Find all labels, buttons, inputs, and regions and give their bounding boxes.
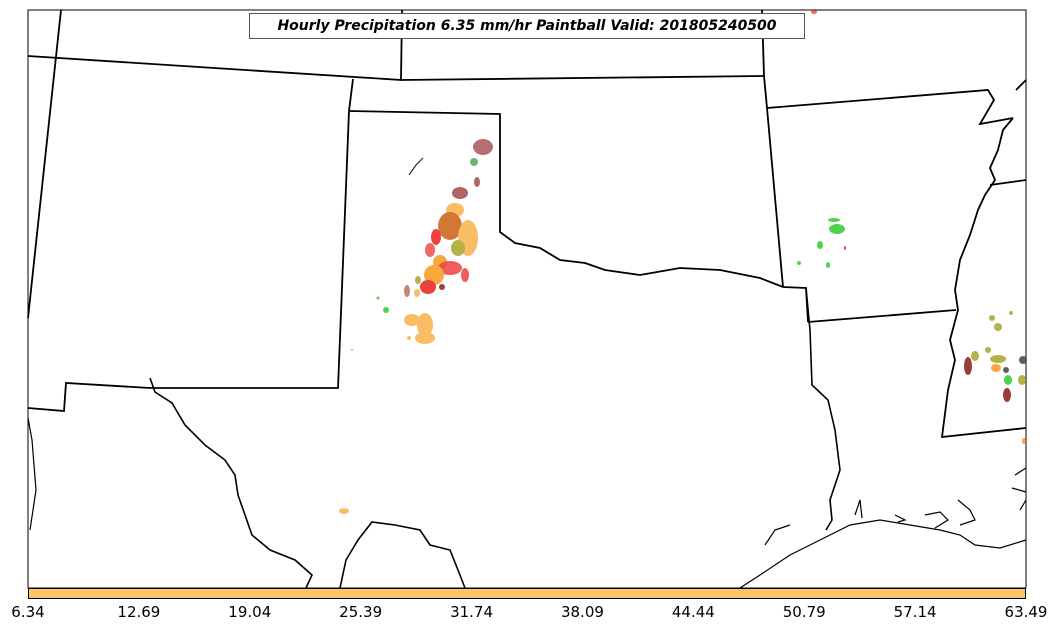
map-title: Hourly Precipitation 6.35 mm/hr Paintbal… xyxy=(249,13,805,39)
precip-blobs-panhandle xyxy=(339,10,817,514)
colorbar-tick-label: 31.74 xyxy=(450,603,494,621)
colorbar-tick-label: 12.69 xyxy=(117,603,161,621)
colorbar-tick-label: 63.49 xyxy=(1004,603,1048,621)
precip-blobs-arkansas xyxy=(797,218,846,268)
colorbar-tick-label: 6.34 xyxy=(11,603,45,621)
colorbar-tick-label: 25.39 xyxy=(339,603,383,621)
coastline xyxy=(27,417,1027,589)
precip-blobs-mississippi xyxy=(964,311,1027,444)
colorbar-tick-label: 38.09 xyxy=(560,603,604,621)
state-borders xyxy=(27,9,1027,439)
colorbar-tick-label: 50.79 xyxy=(782,603,826,621)
map-frame xyxy=(27,9,1027,589)
colorbar xyxy=(28,588,1026,599)
colorbar-tick-label: 19.04 xyxy=(228,603,272,621)
colorbar-tick-label: 44.44 xyxy=(671,603,715,621)
colorbar-tick-label: 57.14 xyxy=(893,603,937,621)
texas-border xyxy=(149,287,841,589)
